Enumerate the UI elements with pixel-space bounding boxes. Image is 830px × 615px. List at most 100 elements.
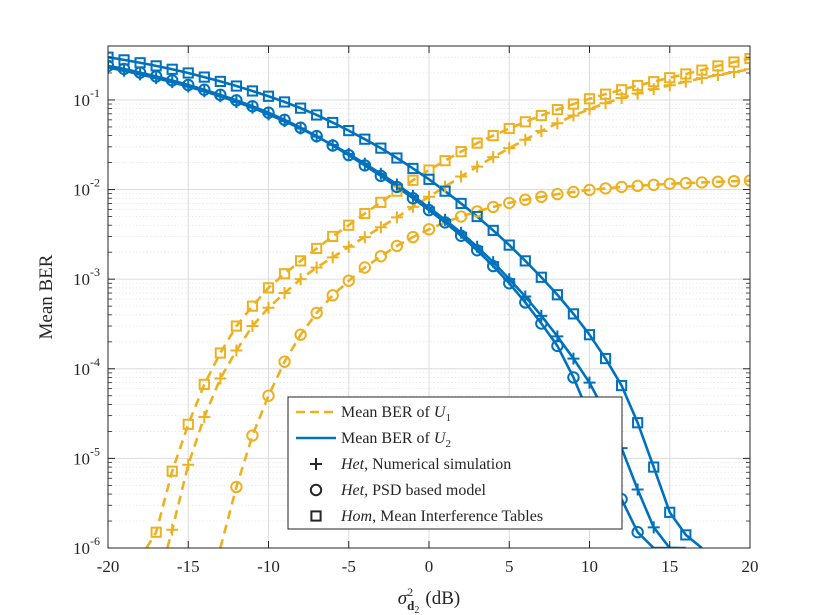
x-axis-superscript: 2 — [407, 585, 413, 599]
data-point-square — [535, 271, 547, 283]
data-point-square — [616, 84, 628, 96]
legend-marker-square — [310, 510, 322, 522]
data-point-square — [311, 109, 323, 121]
data-point-plus — [230, 95, 243, 108]
data-point-circle — [342, 274, 355, 287]
y-tick-label: 10-6 — [73, 534, 100, 558]
data-point-plus — [631, 483, 644, 496]
data-point-plus — [358, 231, 371, 244]
data-point-square — [664, 506, 676, 518]
x-tick-labels: -20 -15 -10 -5 0 5 10 15 20 — [97, 557, 759, 576]
legend-entry: Mean BER of U2 — [296, 430, 451, 450]
legend-label: Het, Numerical simulation — [340, 456, 511, 473]
data-point-square — [214, 75, 226, 88]
data-point-square — [632, 417, 644, 429]
data-point-circle — [406, 230, 420, 244]
data-point-plus — [166, 76, 179, 89]
x-axis-unit: (dB) — [425, 588, 460, 609]
x-axis-symbol: σ — [398, 588, 408, 609]
data-point-square — [503, 239, 515, 251]
y-tick-label: 10-2 — [73, 176, 100, 200]
data-point-plus — [262, 108, 275, 121]
data-point-square — [198, 71, 210, 83]
data-point-plus — [583, 103, 596, 116]
data-point-square — [423, 173, 435, 185]
x-tick-label: -5 — [342, 557, 356, 576]
x-tick-label: -10 — [257, 557, 280, 576]
data-point-plus — [166, 523, 179, 536]
x-axis-label: σ2 d2 (dB) — [398, 585, 460, 615]
data-point-square — [278, 268, 291, 280]
data-point-circle — [647, 178, 660, 192]
data-point-circle — [310, 306, 323, 320]
data-point-square — [359, 133, 371, 145]
legend-marker-circle — [309, 483, 323, 497]
data-point-square — [311, 242, 323, 255]
data-point-square — [359, 207, 371, 220]
data-point-plus — [198, 85, 211, 98]
data-point-square — [680, 529, 692, 541]
data-point-plus — [535, 125, 548, 138]
data-point-square — [583, 329, 596, 341]
y-tick-label: 10-3 — [73, 265, 100, 289]
data-point-square — [230, 80, 243, 92]
data-point-square — [182, 418, 194, 430]
data-point-square — [471, 137, 483, 149]
data-point-square — [680, 68, 692, 80]
x-axis-subscript: d — [407, 598, 415, 613]
data-point-plus — [278, 287, 291, 300]
data-point-plus — [487, 256, 500, 269]
data-point-plus — [519, 133, 532, 146]
data-point-square — [214, 347, 226, 359]
data-point-plus — [519, 290, 532, 303]
legend-entry: Mean BER of U1 — [296, 404, 451, 424]
data-point-plus — [108, 61, 114, 74]
data-point-plus — [198, 410, 211, 423]
data-point-plus — [471, 160, 484, 173]
data-point-plus — [182, 80, 195, 93]
data-point-plus — [214, 372, 227, 385]
data-point-square — [599, 352, 612, 365]
ticks-layer — [107, 45, 751, 549]
data-point-plus — [455, 226, 468, 239]
data-point-plus — [246, 320, 259, 333]
y-tick-label: 10-4 — [73, 355, 100, 379]
data-point-square — [230, 320, 243, 332]
legend-marker-plus — [310, 458, 322, 470]
data-point-plus — [246, 101, 259, 114]
data-point-plus — [503, 273, 516, 286]
data-point-square — [262, 282, 275, 294]
data-point-square — [616, 379, 628, 392]
data-point-square — [583, 93, 596, 105]
data-point-plus — [278, 115, 291, 128]
data-point-plus — [374, 221, 387, 234]
data-point-square — [134, 57, 146, 69]
data-point-square — [567, 98, 580, 110]
data-point-circle — [246, 429, 259, 442]
data-point-plus — [663, 79, 676, 92]
data-point-plus — [647, 83, 660, 96]
data-point-plus — [423, 190, 435, 203]
data-point-square — [567, 308, 580, 320]
legend: Mean BER of U1 Mean BER of U2 Het, Numeric… — [287, 396, 623, 530]
data-point-square — [375, 196, 387, 208]
data-point-square — [295, 255, 307, 267]
data-point-plus — [567, 109, 580, 122]
data-point-plus — [326, 138, 339, 151]
data-point-circle — [567, 185, 580, 199]
legend-label: Het, PSD based model — [340, 482, 486, 499]
x-tick-label: 5 — [505, 557, 514, 576]
data-point-plus — [487, 151, 500, 164]
data-point-plus — [262, 301, 275, 314]
data-point-square — [150, 526, 162, 538]
data-point-circle — [567, 371, 580, 384]
y-tick-labels: 10-6 10-5 10-4 10-3 10-2 10-1 — [73, 86, 100, 558]
data-point-plus — [214, 90, 227, 103]
data-point-square — [744, 52, 750, 65]
data-point-square — [295, 102, 307, 114]
data-point-circle — [599, 182, 612, 195]
data-point-circle — [487, 200, 500, 214]
data-point-plus — [150, 72, 163, 85]
data-point-circle — [583, 183, 596, 197]
data-point-plus — [390, 178, 403, 191]
